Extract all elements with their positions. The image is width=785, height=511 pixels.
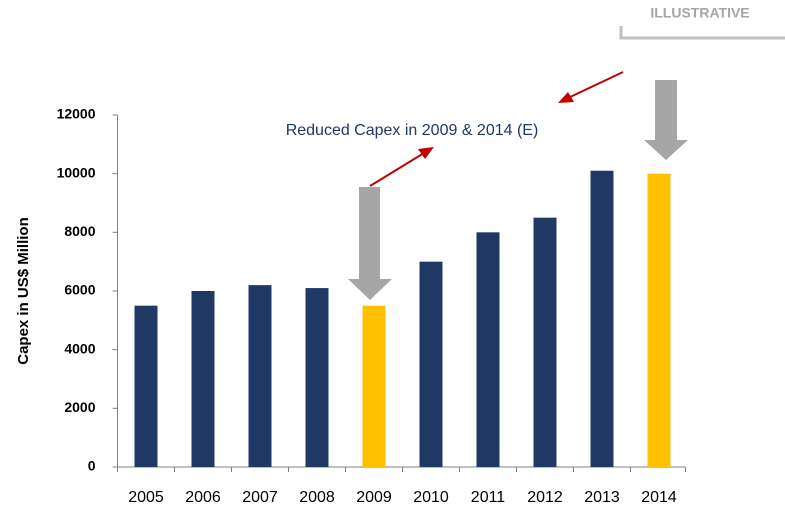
red-arrows [369, 71, 624, 187]
bar [305, 288, 329, 467]
bar [419, 261, 443, 467]
y-axis-label: Capex in US$ Million [15, 217, 32, 365]
y-tick-label: 4000 [64, 340, 95, 356]
bar [191, 291, 215, 467]
x-tick-label: 2008 [299, 489, 335, 506]
y-tick-label: 6000 [64, 282, 95, 298]
bar [533, 217, 557, 467]
bar [362, 305, 386, 467]
tag: ILLUSTRATIVE [650, 5, 749, 21]
bar [476, 232, 500, 467]
bar [134, 305, 158, 467]
y-tick-label: 12000 [57, 106, 96, 122]
x-tick-label: 2005 [128, 489, 164, 506]
gray-arrows [348, 80, 688, 300]
bar [647, 173, 671, 467]
tag-frame [619, 26, 785, 40]
x-tick-label: 2007 [242, 489, 278, 506]
y-tick-label: 2000 [64, 399, 95, 415]
y-tick-label: 10000 [57, 164, 96, 180]
y-tick-label: 0 [88, 458, 96, 474]
x-tick-label: 2014 [641, 489, 677, 506]
x-tick-label: 2006 [185, 489, 221, 506]
bar [248, 285, 272, 467]
x-tick-label: 2009 [356, 489, 392, 506]
x-tick-label: 2011 [471, 489, 506, 506]
x-tick-label: 2012 [527, 489, 563, 506]
y-tick-label: 8000 [64, 223, 95, 239]
x-tick-label: 2010 [413, 489, 449, 506]
annotation: Reduced Capex in 2009 & 2014 (E) [286, 122, 539, 139]
x-tick-label: 2013 [584, 489, 620, 506]
bar [590, 170, 614, 467]
